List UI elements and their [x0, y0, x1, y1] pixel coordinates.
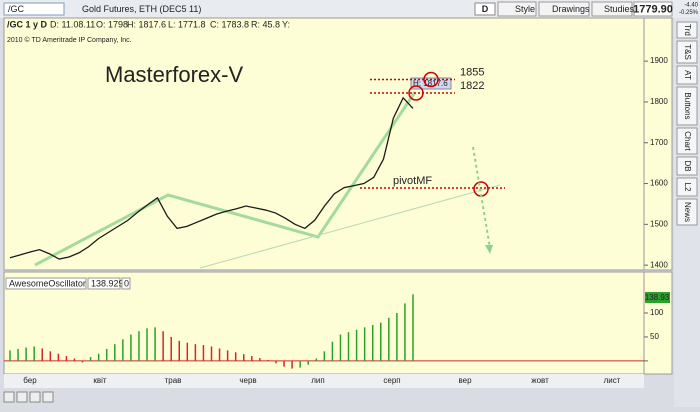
x-tick-label: бер — [23, 376, 37, 385]
y-tick-label: 1700 — [650, 138, 668, 147]
side-tab[interactable] — [676, 177, 698, 197]
side-tab[interactable] — [676, 127, 698, 155]
symbol: /GC — [8, 4, 25, 14]
zoom-in[interactable] — [3, 391, 15, 403]
zoom-out[interactable] — [16, 391, 28, 403]
zoom-reset[interactable] — [29, 391, 41, 403]
header-row: /GC 1 y D D: 11.08.11 O: 1798 H: 1817.6 … — [7, 19, 290, 29]
side-tab[interactable] — [676, 21, 698, 39]
level-label: 1855 — [460, 66, 484, 78]
period-btn[interactable] — [474, 2, 496, 16]
x-tick-label: лип — [311, 376, 324, 385]
style-label: Style — [515, 4, 535, 14]
pan[interactable] — [42, 391, 54, 403]
pivot-label: pivotMF — [393, 175, 432, 187]
level-label: 1822 — [460, 80, 484, 92]
y-tick-label: 1900 — [650, 56, 668, 65]
studies-btn[interactable] — [591, 1, 633, 17]
level-circle — [423, 71, 439, 88]
side-tab-label: News — [683, 202, 692, 222]
high-box — [410, 77, 452, 90]
trend-line — [199, 184, 501, 269]
osc-name: AwesomeOscillator — [9, 278, 86, 288]
volume: Y: — [282, 19, 290, 29]
date: D: 11.08.11 — [50, 19, 95, 29]
x-tick-label: квіт — [93, 376, 107, 385]
osc-zero: 0 — [124, 278, 129, 288]
high-label: H: 1817.6 — [413, 79, 448, 88]
drawings-label: Drawings — [552, 4, 590, 14]
drawings-btn[interactable] — [538, 1, 590, 17]
open: O: 1798 — [96, 19, 128, 29]
side-tab-label: Chart — [683, 131, 692, 151]
low: L: 1771.8 — [168, 19, 206, 29]
y-tick-label: 100 — [650, 308, 664, 317]
copyright: 2010 © TD Ameritrade IP Company, Inc. — [7, 36, 132, 44]
x-tick-label: серп — [383, 376, 400, 385]
x-tick-label: жовт — [531, 376, 549, 385]
x-tick-label: черв — [239, 376, 256, 385]
side-tab[interactable] — [676, 156, 698, 176]
y-tick-label: 1800 — [650, 97, 668, 106]
high: H: 1817.6 — [127, 19, 166, 29]
last-box — [633, 1, 673, 17]
side-tab-label: Trd — [683, 24, 692, 36]
side-tab-label: Buttons — [683, 92, 692, 119]
side-tab[interactable] — [676, 86, 698, 126]
y-tick-label: 50 — [650, 332, 659, 341]
side-tab[interactable] — [676, 40, 698, 64]
osc-axis — [643, 271, 673, 375]
arrow-head — [485, 245, 493, 254]
side-tab-label: L2 — [683, 183, 692, 192]
side-tab-label: DB — [683, 160, 692, 171]
range: R: 45.8 — [251, 19, 280, 29]
studies-label: Studies — [604, 4, 635, 14]
last-price: 1779.90 — [633, 3, 673, 15]
change-pct: -0.25% — [679, 10, 699, 16]
osc-name-box — [5, 277, 87, 290]
style-btn[interactable] — [497, 1, 537, 17]
osc-value-box — [87, 277, 121, 290]
zoom-buttons — [3, 391, 54, 403]
symbol-period: /GC 1 y D — [7, 19, 48, 29]
osc-last-box — [645, 292, 670, 303]
description: Gold Futures, ETH (DEC5 11) — [82, 4, 201, 14]
x-tick-label: трав — [165, 376, 182, 385]
level-circle — [408, 85, 424, 101]
zigzag — [34, 91, 417, 267]
x-axis — [4, 374, 644, 388]
change: -4.40 — [684, 3, 698, 9]
period: D — [482, 4, 489, 14]
symbol-box[interactable] — [3, 2, 65, 16]
forecast-arrow — [472, 146, 491, 249]
watermark: Masterforex-V — [105, 62, 243, 87]
close: C: 1783.8 — [210, 19, 249, 29]
y-tick-label: 1600 — [650, 179, 668, 188]
osc-last: 138.93 — [645, 293, 670, 302]
side-tab-label: AT — [683, 70, 692, 80]
osc-value: 138.9291 — [91, 278, 129, 288]
x-tick-label: вер — [458, 376, 472, 385]
side-tab-label: T&S — [683, 44, 692, 60]
x-tick-label: лист — [604, 376, 621, 385]
price-line — [9, 96, 414, 260]
price-axis — [643, 17, 673, 271]
osc-zero-box — [121, 277, 131, 290]
side-tab[interactable] — [676, 198, 698, 226]
y-tick-label: 1500 — [650, 219, 668, 228]
side-tab[interactable] — [676, 65, 698, 85]
y-tick-label: 1400 — [650, 260, 668, 269]
